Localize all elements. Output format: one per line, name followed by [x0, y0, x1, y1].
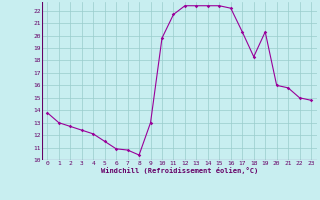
- X-axis label: Windchill (Refroidissement éolien,°C): Windchill (Refroidissement éolien,°C): [100, 167, 258, 174]
